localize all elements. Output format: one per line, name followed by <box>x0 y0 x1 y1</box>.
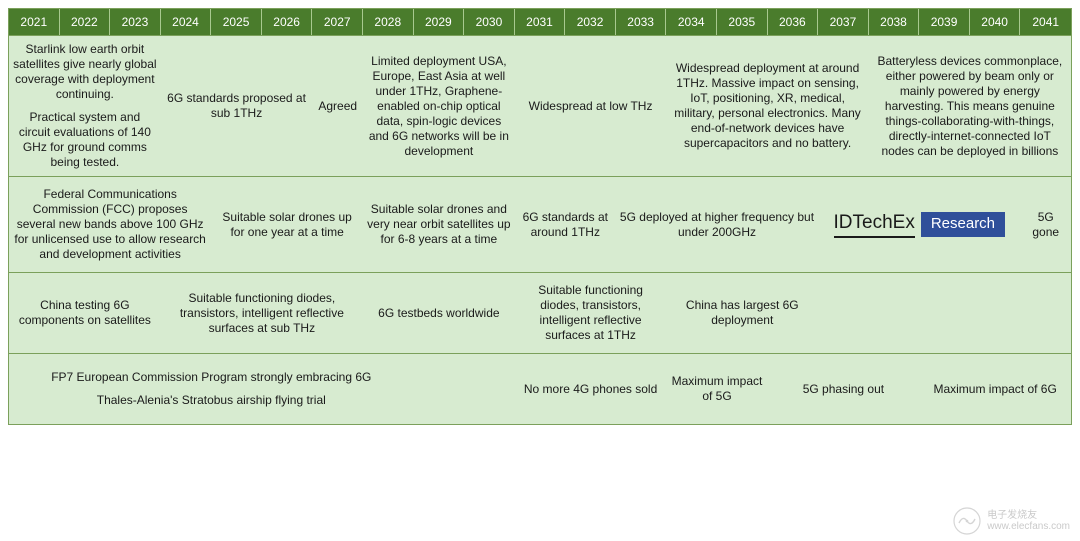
timeline-cell: Federal Communications Commission (FCC) … <box>9 177 211 272</box>
timeline-cell: Agreed <box>312 36 363 176</box>
year-header: 2024 <box>161 9 212 35</box>
timeline-table: 2021202220232024202520262027202820292030… <box>8 8 1072 425</box>
year-header: 2023 <box>110 9 161 35</box>
year-header: 2029 <box>414 9 465 35</box>
timeline-cell <box>414 354 515 424</box>
timeline-cell: 6G standards proposed at sub 1THz <box>161 36 313 176</box>
timeline-cell: 5G gone <box>1020 177 1071 272</box>
timeline-cell: Maximum impact of 5G <box>666 354 767 424</box>
timeline-cell: No more 4G phones sold <box>515 354 667 424</box>
watermark-icon <box>953 507 981 535</box>
timeline-cell: 5G phasing out <box>768 354 920 424</box>
timeline-row: Starlink low earth orbit satellites give… <box>9 35 1071 176</box>
timeline-cell: Suitable functioning diodes, transistors… <box>515 273 667 353</box>
year-header: 2030 <box>464 9 515 35</box>
timeline-row: Federal Communications Commission (FCC) … <box>9 176 1071 272</box>
timeline-cell: Maximum impact of 6G <box>919 354 1071 424</box>
timeline-cell: 5G deployed at higher frequency but unde… <box>616 177 818 272</box>
cell-paragraph: Practical system and circuit evaluations… <box>13 110 157 170</box>
timeline-cell: FP7 European Commission Program strongly… <box>9 354 414 424</box>
timeline-cell: Suitable functioning diodes, transistors… <box>161 273 363 353</box>
source-watermark: 电子发烧友 www.elecfans.com <box>953 507 1070 535</box>
year-header: 2027 <box>312 9 363 35</box>
cell-paragraph: Thales-Alenia's Stratobus airship flying… <box>97 393 326 408</box>
year-header: 2022 <box>60 9 111 35</box>
year-header: 2040 <box>970 9 1021 35</box>
year-header: 2041 <box>1020 9 1071 35</box>
year-header: 2025 <box>211 9 262 35</box>
year-header: 2034 <box>666 9 717 35</box>
year-header: 2039 <box>919 9 970 35</box>
research-badge: Research <box>921 212 1005 237</box>
timeline-cell: Suitable solar drones and very near orbi… <box>363 177 515 272</box>
cell-paragraph: Starlink low earth orbit satellites give… <box>13 42 157 102</box>
idtechex-logo: IDTechEx <box>834 211 915 238</box>
year-header: 2021 <box>9 9 60 35</box>
timeline-row: China testing 6G components on satellite… <box>9 272 1071 353</box>
year-header: 2037 <box>818 9 869 35</box>
cell-paragraph: FP7 European Commission Program strongly… <box>51 370 371 385</box>
watermark-line2: www.elecfans.com <box>987 521 1070 532</box>
watermark-line1: 电子发烧友 <box>987 510 1070 521</box>
timeline-cell: IDTechExResearch <box>818 177 1020 272</box>
timeline-cell: China has largest 6G deployment <box>666 273 818 353</box>
timeline-cell: Widespread deployment at around 1THz. Ma… <box>666 36 868 176</box>
year-header: 2026 <box>262 9 313 35</box>
timeline-cell: 6G standards at around 1THz <box>515 177 616 272</box>
year-header-row: 2021202220232024202520262027202820292030… <box>9 9 1071 35</box>
year-header: 2035 <box>717 9 768 35</box>
year-header: 2033 <box>616 9 667 35</box>
timeline-cell: 6G testbeds worldwide <box>363 273 515 353</box>
year-header: 2036 <box>768 9 819 35</box>
timeline-cell: Starlink low earth orbit satellites give… <box>9 36 161 176</box>
timeline-body: Starlink low earth orbit satellites give… <box>9 35 1071 424</box>
year-header: 2031 <box>515 9 566 35</box>
timeline-cell: Widespread at low THz <box>515 36 667 176</box>
timeline-cell: Limited deployment USA, Europe, East Asi… <box>363 36 515 176</box>
year-header: 2038 <box>869 9 920 35</box>
timeline-cell: Batteryless devices commonplace, either … <box>869 36 1071 176</box>
year-header: 2032 <box>565 9 616 35</box>
timeline-cell: Suitable solar drones up for one year at… <box>211 177 363 272</box>
timeline-cell: China testing 6G components on satellite… <box>9 273 161 353</box>
timeline-cell <box>818 273 1071 353</box>
year-header: 2028 <box>363 9 414 35</box>
timeline-row: FP7 European Commission Program strongly… <box>9 353 1071 424</box>
